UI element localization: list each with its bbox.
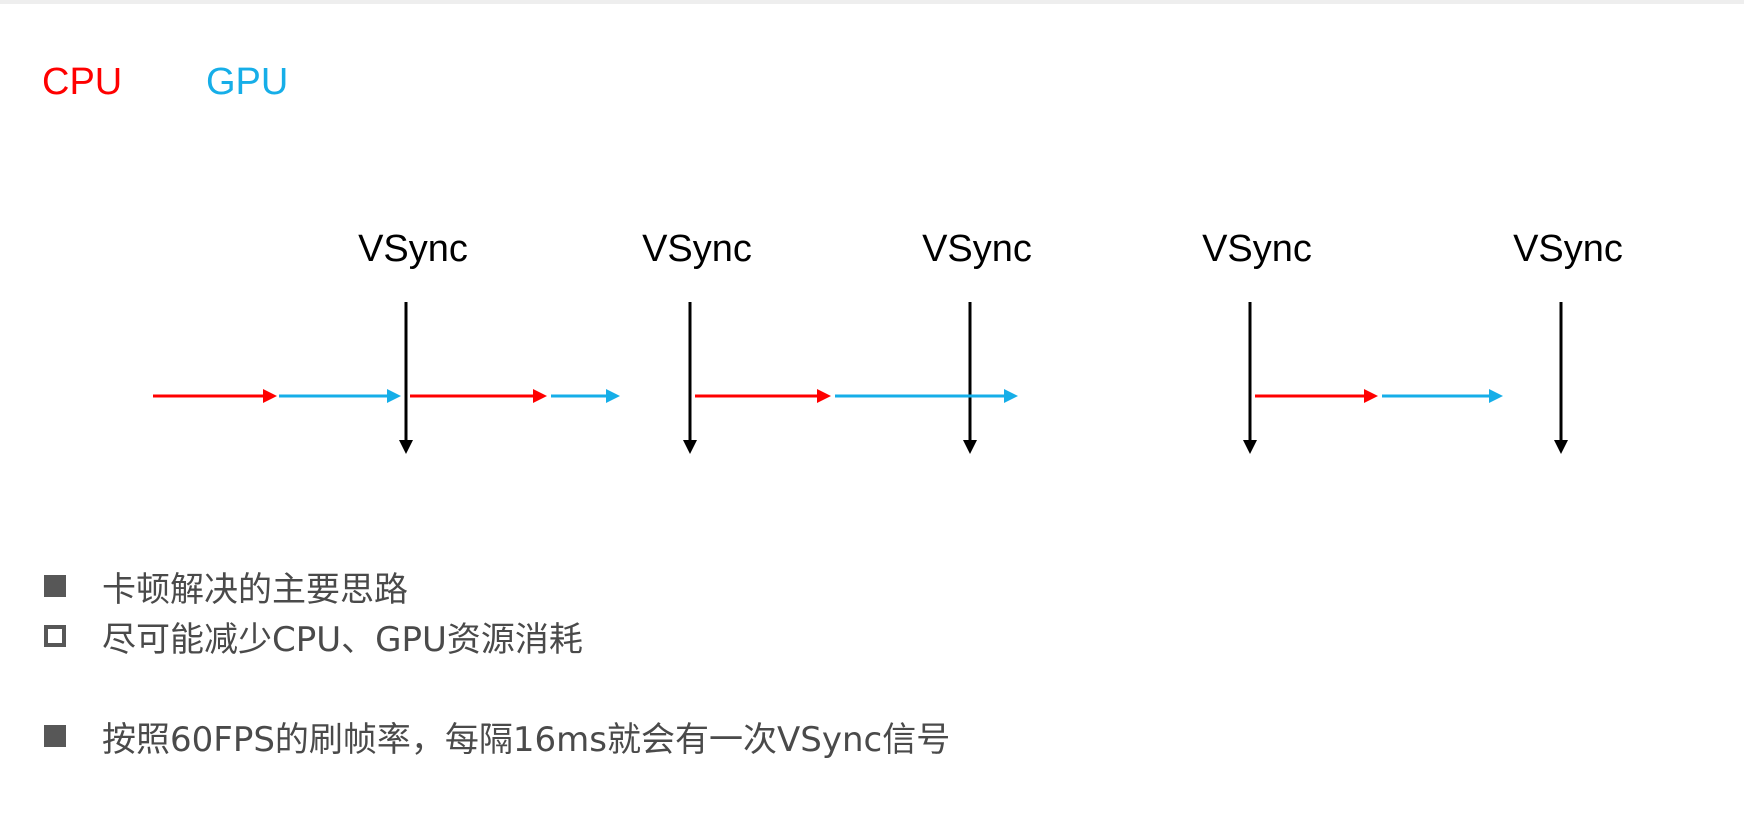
vsync-timeline-diagram: VSync VSync VSync VSync VSync — [153, 228, 1623, 454]
vsync-arrowhead — [1243, 440, 1257, 454]
gpu-arrowhead — [387, 389, 401, 403]
gpu-arrowhead — [606, 389, 620, 403]
vsync-label: VSync — [1513, 228, 1623, 270]
bullet-text: 按照60FPS的刷帧率，每隔16ms就会有一次VSync信号 — [102, 719, 951, 760]
vsync-arrowhead — [1554, 440, 1568, 454]
bullet-item-2: 尽可能减少CPU、GPU资源消耗 — [44, 614, 583, 660]
bullet-text: 卡顿解决的主要思路 — [102, 569, 408, 610]
legend-cpu: CPU — [42, 61, 123, 103]
vsync-arrowhead — [963, 440, 977, 454]
hollow-square-bullet-icon — [44, 625, 66, 647]
vsync-label: VSync — [358, 228, 468, 270]
vsync-label: VSync — [922, 228, 1032, 270]
cpu-arrowhead — [1364, 389, 1378, 403]
square-bullet-icon — [44, 725, 66, 747]
square-bullet-icon — [44, 575, 66, 597]
bullet-item-1: 卡顿解决的主要思路 — [44, 564, 408, 610]
cpu-arrowhead — [533, 389, 547, 403]
cpu-arrowhead — [263, 389, 277, 403]
top-divider — [0, 0, 1744, 4]
bullet-item-3: 按照60FPS的刷帧率，每隔16ms就会有一次VSync信号 — [44, 714, 951, 760]
gpu-arrowhead — [1489, 389, 1503, 403]
cpu-arrowhead — [817, 389, 831, 403]
vsync-arrowhead — [399, 440, 413, 454]
gpu-arrowhead — [1004, 389, 1018, 403]
vsync-label: VSync — [642, 228, 752, 270]
vsync-arrowhead — [683, 440, 697, 454]
vsync-label: VSync — [1202, 228, 1312, 270]
legend-gpu: GPU — [206, 61, 289, 103]
bullet-text: 尽可能减少CPU、GPU资源消耗 — [102, 619, 583, 660]
